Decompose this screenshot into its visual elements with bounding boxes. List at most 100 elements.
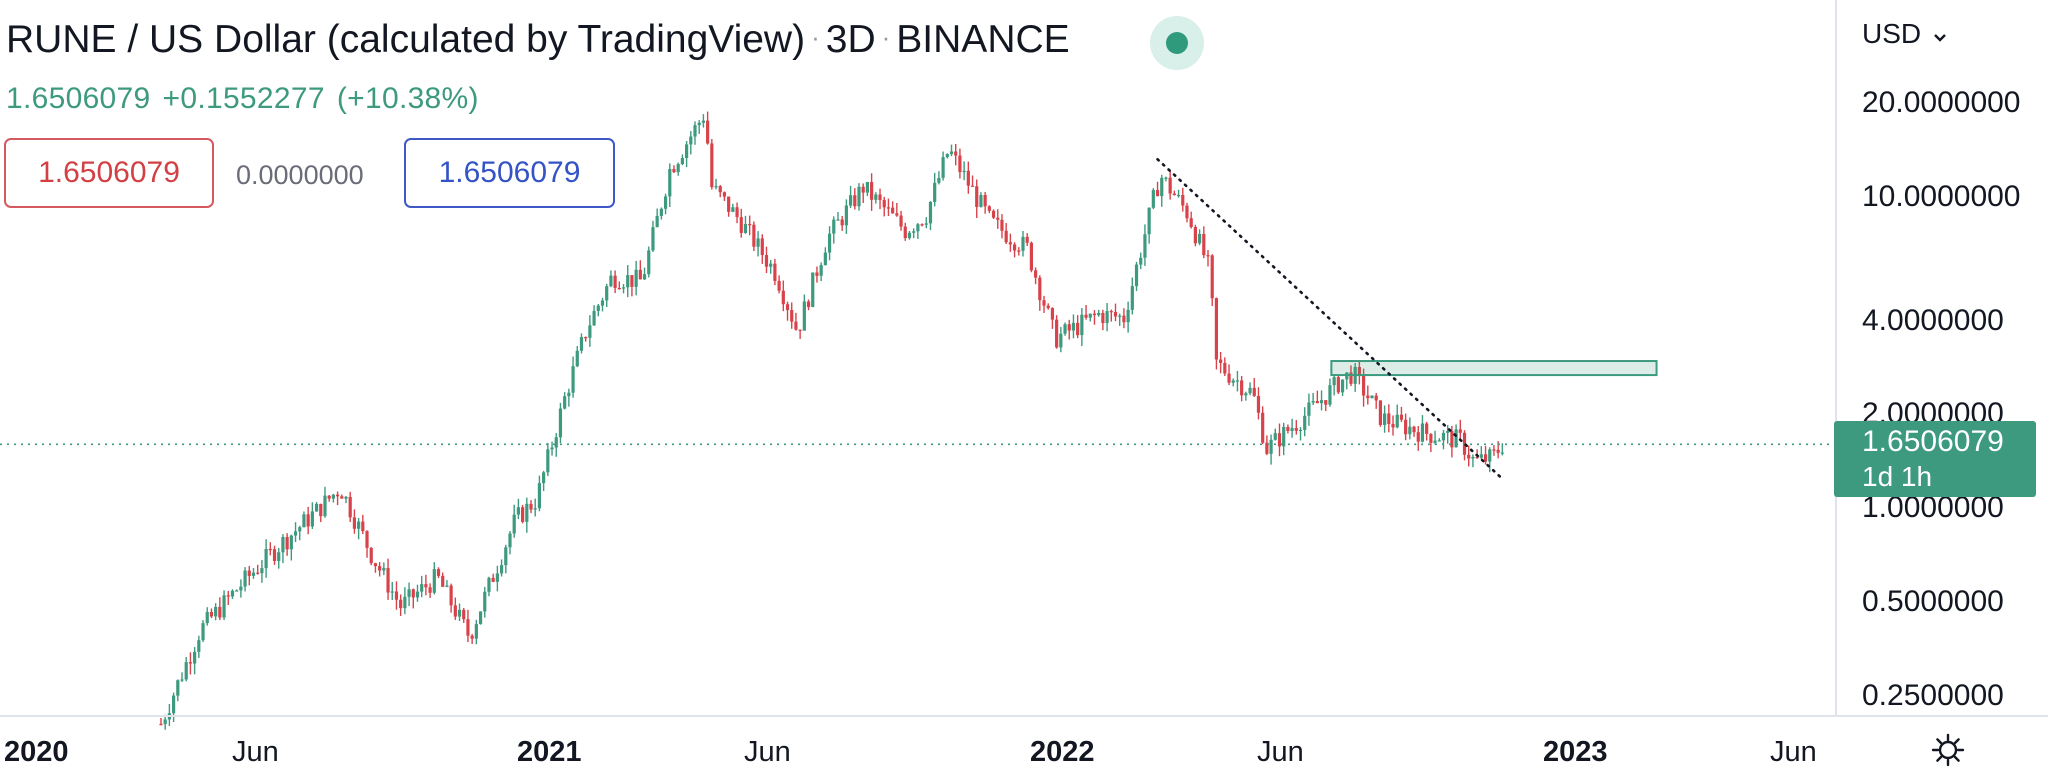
candle-body (1076, 322, 1080, 336)
candle-body (331, 494, 335, 499)
candle-body (1366, 395, 1370, 399)
candle-body (1046, 305, 1050, 309)
buy-button[interactable]: 1.6506079 (404, 138, 615, 208)
currency-selector[interactable]: USD (1862, 18, 1947, 50)
candle-body (996, 217, 1000, 220)
market-status-icon[interactable] (1150, 16, 1204, 70)
candle-body (159, 723, 163, 726)
candle-body (588, 325, 592, 338)
candle-body (357, 521, 361, 529)
candle-body (899, 215, 903, 227)
candle-body (912, 231, 916, 233)
candle-body (1248, 387, 1252, 394)
candle-body (1319, 400, 1324, 404)
candle-body (1467, 454, 1471, 459)
candle-body (340, 496, 344, 499)
candle-body (499, 565, 504, 574)
candle-body (848, 195, 853, 206)
candlestick-series (159, 111, 1504, 730)
candle-body (878, 194, 882, 200)
candle-body (596, 305, 600, 311)
candle-body (445, 585, 449, 587)
candle-body (1340, 379, 1345, 393)
candle-body (1311, 401, 1315, 403)
candle-body (743, 223, 748, 233)
candle-body (205, 611, 209, 624)
candle-body (579, 337, 584, 351)
candle-body (1404, 419, 1408, 435)
candle-body (811, 272, 815, 307)
candle-body (407, 589, 411, 597)
candle-body (857, 186, 861, 207)
candle-body (1265, 442, 1269, 454)
drawing-overlays (0, 158, 1836, 481)
title-separator: · (811, 22, 820, 52)
candle-body (1256, 395, 1261, 413)
candle-body (550, 447, 554, 450)
candle-body (491, 577, 495, 582)
candle-body (512, 514, 516, 534)
candle-body (289, 535, 293, 550)
candle-body (874, 194, 878, 200)
time-axis-label: Jun (232, 736, 279, 768)
candle-body (466, 619, 470, 636)
candle-body (689, 136, 693, 145)
candle-body (941, 157, 945, 178)
candle-body (441, 575, 445, 587)
candle-body (1429, 433, 1433, 443)
candle-body (1374, 395, 1378, 401)
candle-body (663, 196, 668, 209)
time-axis-label: Jun (1257, 736, 1304, 768)
candle-body (1273, 433, 1277, 440)
candle-body (1357, 366, 1361, 375)
candle-body (584, 337, 588, 339)
candle-body (718, 186, 722, 193)
spread-value: 0.0000000 (236, 160, 364, 190)
candle-body (1071, 322, 1076, 331)
candle-body (567, 392, 571, 397)
candle-body (714, 186, 718, 188)
candle-body (1277, 433, 1282, 447)
candle-body (474, 624, 478, 639)
candle-body (1101, 312, 1105, 324)
exchange-label[interactable]: BINANCE (896, 18, 1070, 61)
sell-button[interactable]: 1.6506079 (4, 138, 214, 208)
candle-body (1336, 377, 1340, 393)
candle-body (394, 591, 399, 600)
candle-body (1496, 449, 1500, 453)
candle-body (1197, 233, 1202, 244)
candle-body (1361, 374, 1366, 396)
candle-body (563, 396, 567, 409)
candle-body (764, 255, 769, 267)
candle-body (634, 269, 638, 287)
candle-body (1164, 177, 1168, 179)
candle-body (399, 599, 403, 609)
candle-body (1050, 308, 1055, 320)
candle-body (895, 213, 899, 216)
candle-body (735, 207, 739, 218)
candle-body (1252, 387, 1256, 396)
candle-body (1000, 219, 1004, 231)
candle-body (870, 181, 874, 200)
interval-label[interactable]: 3D (825, 18, 876, 61)
trendline[interactable] (1156, 158, 1504, 481)
last-price-tag: 1.6506079 1d 1h (1834, 421, 2036, 497)
symbol-title[interactable]: RUNE / US Dollar (calculated by TradingV… (6, 18, 1070, 62)
resistance-zone[interactable] (1330, 360, 1658, 377)
symbol-name[interactable]: RUNE / US Dollar (calculated by TradingV… (6, 18, 806, 61)
candle-body (478, 611, 483, 625)
candle-body (1042, 300, 1046, 306)
candle-body (1172, 193, 1176, 196)
candle-body (836, 219, 840, 221)
candle-body (958, 155, 962, 173)
candle-body (373, 563, 378, 567)
candle-body (1227, 373, 1231, 383)
gear-icon[interactable] (1930, 732, 1966, 768)
candle-body (348, 496, 352, 518)
candle-body (945, 154, 949, 158)
candle-body (1155, 190, 1160, 197)
candle-body (655, 215, 659, 228)
candle-body (1210, 255, 1214, 299)
candle-body (1349, 372, 1353, 384)
